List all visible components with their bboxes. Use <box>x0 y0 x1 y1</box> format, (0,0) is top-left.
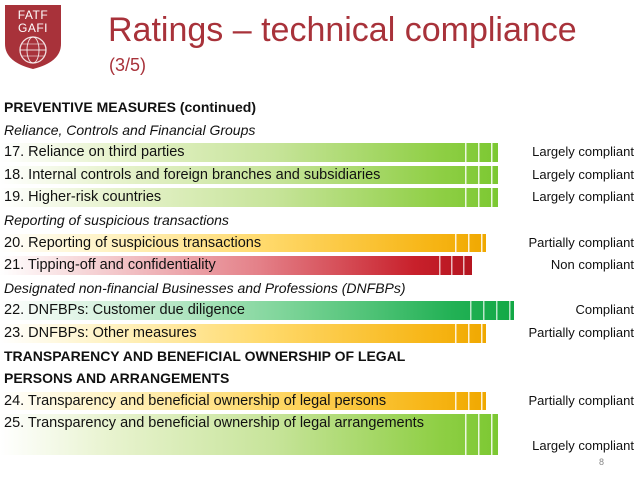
row-label: 17. Reliance on third parties <box>4 144 185 161</box>
recommendation-row: 21. Tipping-off and confidentiality Non c… <box>0 254 638 277</box>
section-subheading: Designated non-financial Businesses and … <box>0 277 638 300</box>
recommendation-row: 19. Higher-risk countries Largely complia… <box>0 186 638 209</box>
page-title: Ratings – technical compliance <box>108 11 577 49</box>
logo-text: FATF GAFI <box>4 9 62 35</box>
row-label: PERSONS AND ARRANGEMENTS <box>4 370 230 387</box>
page-subtitle: (3/5) <box>109 55 147 75</box>
rating-bar-largely <box>0 143 498 162</box>
section-header: TRANSPARENCY AND BENEFICIAL OWNERSHIP OF… <box>0 345 638 368</box>
logo-emblem-icon <box>5 5 61 69</box>
recommendation-row: 24. Transparency and beneficial ownershi… <box>0 390 638 413</box>
row-label: 20. Reporting of suspicious transactions <box>4 234 262 251</box>
rating-label: Partially compliant <box>528 234 635 250</box>
rating-bar-partially <box>0 233 486 253</box>
row-label: TRANSPARENCY AND BENEFICIAL OWNERSHIP OF… <box>4 347 406 364</box>
rating-bar-non <box>0 256 472 275</box>
section-header: PERSONS AND ARRANGEMENTS <box>0 367 638 390</box>
ratings-table: PREVENTIVE MEASURES (continued) Reliance,… <box>0 96 638 458</box>
rating-label: Largely compliant <box>532 437 634 453</box>
rating-label: Largely compliant <box>532 166 634 182</box>
rating-bar-partially <box>0 391 486 411</box>
recommendation-row: 22. DNFBPs: Customer due diligence Compli… <box>0 299 638 322</box>
row-label: PREVENTIVE MEASURES (continued) <box>4 99 257 115</box>
rating-label: Largely compliant <box>532 189 634 205</box>
row-label: 22. DNFBPs: Customer due diligence <box>4 302 245 319</box>
section-subheading: Reporting of suspicious transactions <box>0 209 638 232</box>
row-label: Designated non-financial Businesses and … <box>4 279 406 296</box>
rating-label: Non compliant <box>550 257 634 273</box>
rating-bar-compliant <box>0 301 514 320</box>
row-label: Reliance, Controls and Financial Groups <box>4 121 256 138</box>
row-label: 24. Transparency and beneficial ownershi… <box>4 392 387 409</box>
recommendation-row: 25. Transparency and beneficial ownershi… <box>0 412 638 457</box>
recommendation-row: 17. Reliance on third parties Largely com… <box>0 141 638 164</box>
rating-bar-partially <box>0 323 486 343</box>
rating-label: Compliant <box>575 302 634 318</box>
recommendation-row: 20. Reporting of suspicious transactions… <box>0 232 638 255</box>
page-number: 8 <box>598 457 604 467</box>
section-header: PREVENTIVE MEASURES (continued) <box>0 96 638 119</box>
rating-label: Largely compliant <box>532 144 634 160</box>
row-label: 23. DNFBPs: Other measures <box>4 324 197 341</box>
rating-bar-largely <box>0 414 498 456</box>
row-label: 19. Higher-risk countries <box>4 189 162 206</box>
rating-label: Partially compliant <box>528 392 635 408</box>
logo-line-fatf: FATF <box>17 8 49 22</box>
row-label: Reporting of suspicious transactions <box>4 211 229 228</box>
row-label: 21. Tipping-off and confidentiality <box>4 257 216 274</box>
logo-line-gafi: GAFI <box>17 21 48 35</box>
rating-label: Partially compliant <box>528 324 635 340</box>
rating-bar-largely <box>0 188 498 207</box>
row-label: 18. Internal controls and foreign branch… <box>4 166 381 183</box>
section-subheading: Reliance, Controls and Financial Groups <box>0 119 638 142</box>
row-label: 25. Transparency and beneficial ownershi… <box>4 415 424 432</box>
recommendation-row: 18. Internal controls and foreign branch… <box>0 164 638 187</box>
rating-bar-largely <box>0 165 498 185</box>
fatf-gafi-logo: FATF GAFI <box>4 4 62 70</box>
recommendation-row: 23. DNFBPs: Other measures Partially comp… <box>0 322 638 345</box>
